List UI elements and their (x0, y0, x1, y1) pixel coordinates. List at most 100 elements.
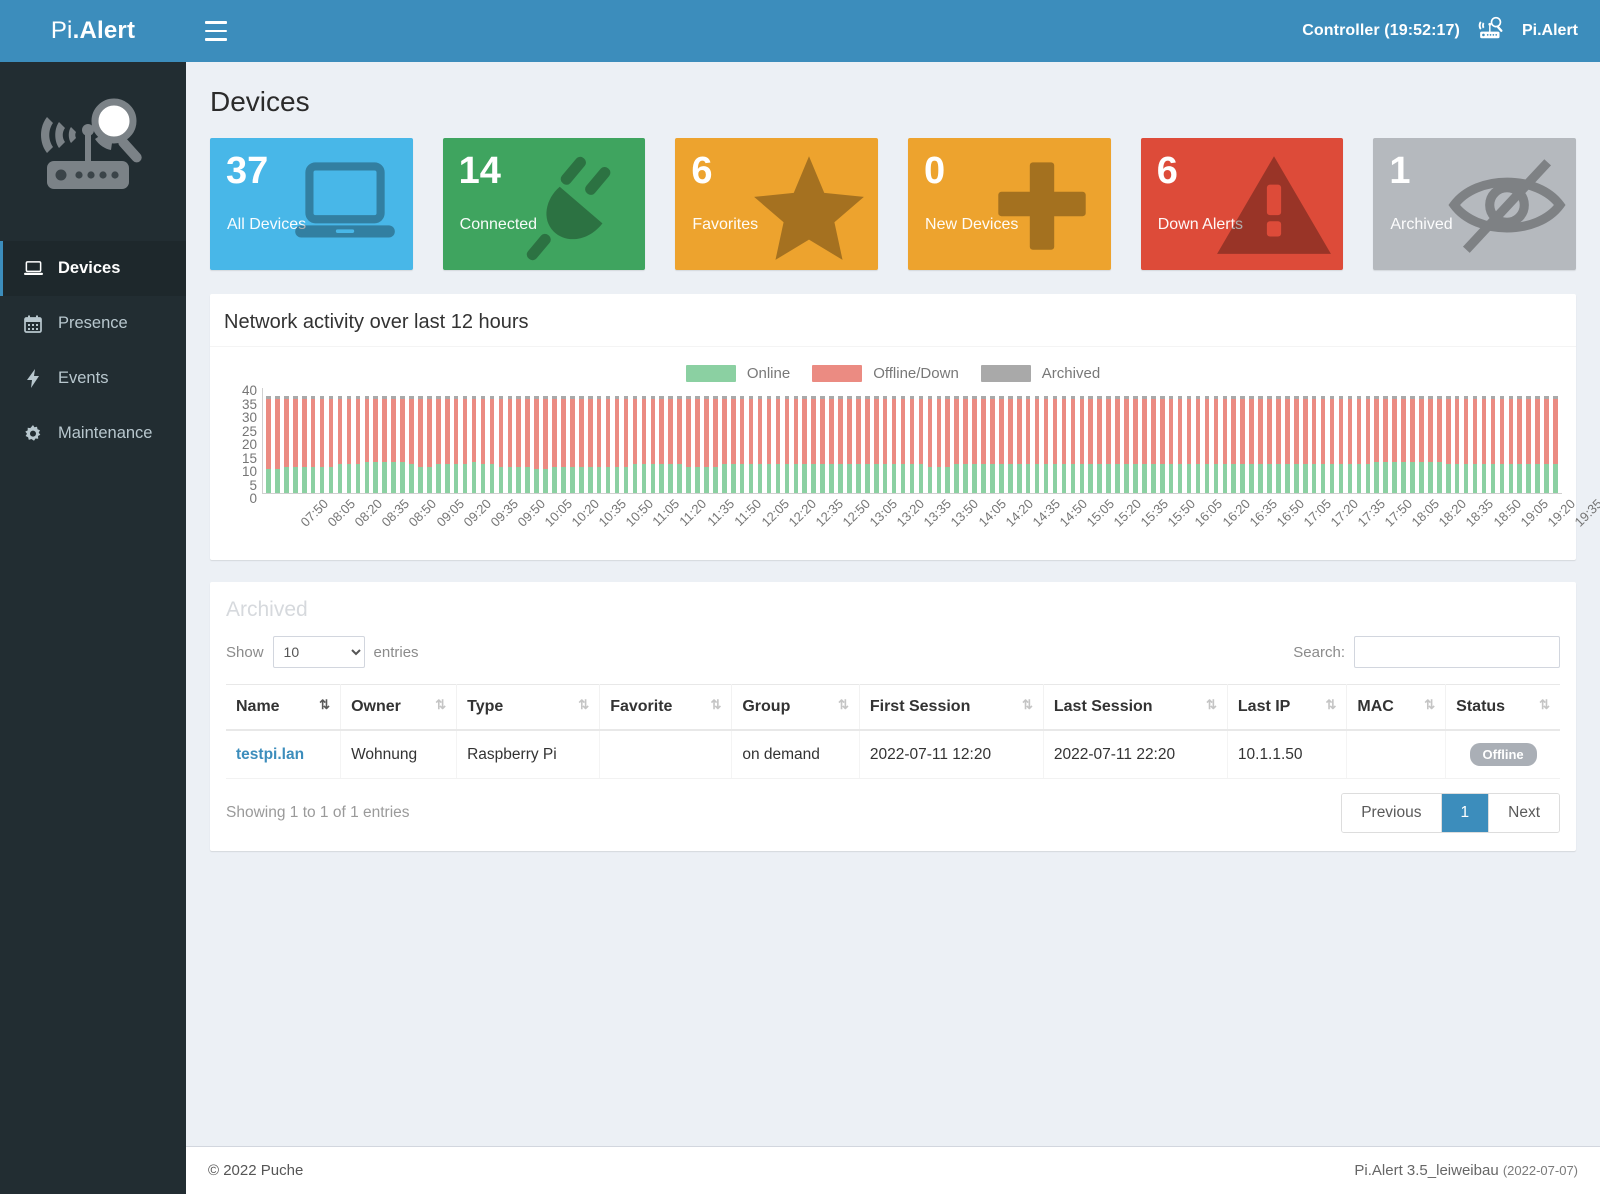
legend-swatch (980, 365, 1031, 382)
stat-label: Down Alerts (1157, 216, 1244, 233)
page-size-select[interactable]: 102550100 (272, 636, 365, 668)
sort-arrows-icon[interactable]: ⇅ (578, 697, 590, 712)
bar-segment-arch (722, 395, 727, 399)
table-row[interactable]: testpi.lan Wohnung Raspberry Pi on demand 20… (226, 730, 1560, 779)
sort-arrows-icon[interactable]: ⇅ (1325, 697, 1337, 712)
chart-bar (622, 388, 631, 493)
bar-segment-off (1535, 398, 1540, 465)
bar-segment-on (1070, 464, 1076, 493)
bar-segment-on (623, 466, 629, 493)
bar-segment-on (364, 461, 370, 493)
table-header-last-session[interactable]: Last Session ⇅ (1043, 684, 1228, 731)
bar-segment-on (552, 466, 557, 493)
bar-segment-off (391, 398, 396, 462)
sidebar-item-maintenance[interactable]: Maintenance (0, 406, 186, 461)
bar-segment-off (695, 398, 700, 467)
bar-segment-arch (847, 395, 852, 399)
bar-segment-off (453, 398, 459, 465)
table-header-owner[interactable]: Owner ⇅ (340, 684, 458, 731)
chart-bar (1104, 388, 1113, 493)
search-input[interactable] (1354, 636, 1560, 668)
bar-segment-on (373, 461, 378, 493)
column-label: Favorite (610, 698, 673, 715)
x-tick-label: 07:50 (297, 496, 332, 530)
bar-segment-off (882, 398, 888, 465)
pagination-next[interactable]: Next (1489, 794, 1559, 832)
sort-arrows-icon[interactable]: ⇅ (710, 697, 722, 712)
bar-segment-off (811, 398, 816, 465)
y-tick-label: 5 (249, 477, 257, 493)
chart-bar (380, 388, 389, 493)
bar-segment-arch (1142, 395, 1147, 399)
sidebar-item-presence[interactable]: Presence (0, 296, 186, 351)
footer-version-date: (2022-07-07) (1502, 1163, 1578, 1178)
sort-arrows-icon[interactable]: ⇅ (1021, 697, 1033, 712)
chart-bar (1453, 388, 1462, 493)
sort-arrows-icon[interactable]: ⇅ (1205, 697, 1217, 712)
chart-bar (756, 388, 765, 493)
bar-segment-off (1258, 398, 1263, 465)
bar-segment-off (1285, 398, 1290, 465)
chart-bar (970, 388, 979, 493)
sort-arrows-icon[interactable]: ⇅ (1424, 697, 1436, 712)
chart-bar (1015, 388, 1024, 493)
chart-bar (988, 388, 997, 493)
sidebar-item-events[interactable]: Events (0, 351, 186, 406)
stat-value: 0 (924, 150, 946, 192)
bar-segment-off (999, 398, 1004, 465)
chart-bar (1345, 388, 1354, 493)
table-header-favorite[interactable]: Favorite ⇅ (599, 684, 733, 731)
stat-box-all-devices[interactable]: 37 All Devices (210, 138, 413, 270)
bar-segment-on (1437, 461, 1442, 493)
table-header-first-session[interactable]: First Session ⇅ (859, 684, 1044, 731)
stat-box-favorites[interactable]: 6 Favorites (675, 138, 879, 270)
bar-segment-off (480, 398, 486, 465)
bar-segment-off (275, 398, 280, 470)
table-header-name[interactable]: Name ⇅ (226, 684, 342, 731)
legend-item-archived: Archived (980, 365, 1100, 382)
bar-segment-off (1526, 398, 1531, 465)
bar-segment-on (632, 464, 638, 493)
chart-bar (496, 388, 505, 493)
table-header-type[interactable]: Type ⇅ (456, 684, 601, 731)
bar-segment-off (623, 398, 629, 467)
chart-bar (1265, 388, 1274, 493)
sort-arrows-icon[interactable]: ⇅ (435, 697, 447, 712)
chart-bar (586, 388, 595, 493)
bar-segment-arch (489, 395, 495, 399)
stat-box-connected[interactable]: 14 Connected (442, 138, 646, 270)
stat-box-archived[interactable]: 1 Archived (1373, 138, 1577, 270)
chart-bar (613, 388, 622, 493)
bar-segment-on (1008, 464, 1013, 493)
chart-bar (836, 388, 845, 493)
bar-segment-arch (927, 395, 933, 399)
sort-arrows-icon[interactable]: ⇅ (319, 697, 331, 712)
bar-segment-arch (739, 395, 745, 399)
stat-box-down-alerts[interactable]: 6 Down Alerts (1140, 138, 1344, 270)
bar-segment-off (1508, 398, 1514, 465)
pagination-previous[interactable]: Previous (1342, 794, 1442, 832)
chart-bar (443, 388, 452, 493)
sort-arrows-icon[interactable]: ⇅ (1539, 697, 1550, 712)
sidebar-item-devices[interactable]: Devices (0, 241, 186, 296)
table-header-last-ip[interactable]: Last IP ⇅ (1227, 684, 1348, 731)
table-header-group[interactable]: Group ⇅ (731, 684, 860, 731)
stat-value: 37 (226, 150, 269, 192)
chart-bar (1220, 388, 1229, 493)
device-link[interactable]: testpi.lan (236, 745, 305, 763)
bar-segment-arch (1204, 395, 1210, 399)
sidebar-brand[interactable]: Pi .Alert (0, 0, 186, 62)
chart-bar (595, 388, 604, 493)
x-tick-label: 11:20 (676, 496, 710, 529)
bar-segment-off (1472, 398, 1478, 465)
bar-segment-arch (811, 395, 816, 399)
bar-segment-off (650, 398, 656, 465)
stat-box-new-devices[interactable]: 0 New Devices (908, 138, 1111, 270)
topbar-app-name[interactable]: Pi.Alert (1521, 22, 1578, 39)
sort-arrows-icon[interactable]: ⇅ (837, 697, 849, 712)
table-header-status[interactable]: Status ⇅ (1445, 684, 1560, 731)
bar-segment-on (650, 464, 656, 493)
pagination-page-1[interactable]: 1 (1441, 794, 1490, 832)
hamburger-icon[interactable] (186, 0, 246, 62)
table-header-mac[interactable]: MAC ⇅ (1346, 684, 1447, 731)
